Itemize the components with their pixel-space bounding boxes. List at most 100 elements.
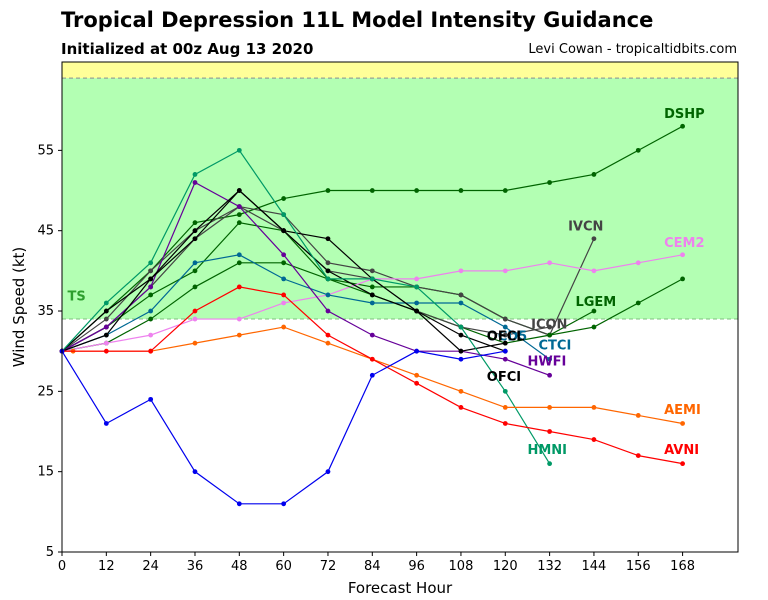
series-point-avni-12 [414,380,420,386]
series-point-cem2-3 [103,340,109,346]
band-0 [62,78,738,320]
series-point-cem2-3 [148,332,154,338]
band-1 [62,62,738,79]
model-label-ivcn: IVCN [568,220,603,235]
series-point-cem2-3 [635,260,641,266]
series-point-cem2-3 [281,300,287,306]
series-point-ocd5-9 [148,276,154,282]
series-point-unnamed-13 [458,356,464,362]
series-point-dshp-1 [236,212,242,218]
series-point-ctci-6 [458,300,464,306]
series-point-cem2-3 [458,268,464,274]
x-tick-label: 156 [626,559,651,574]
series-point-ofcl-8 [192,236,198,242]
series-point-hmni-10 [236,147,242,153]
series-point-ctci-6 [148,308,154,314]
series-point-avni-12 [236,284,242,290]
series-point-lgem-4 [547,332,553,338]
series-point-ofcl-8 [325,268,331,274]
model-label-aemi: AEMI [664,403,701,418]
model-label-ocd5: OCD5 [487,330,527,345]
series-point-ctci-6 [325,292,331,298]
y-tick-label: 35 [37,304,54,319]
x-tick-label: 96 [408,559,425,574]
x-tick-label: 48 [231,559,248,574]
x-tick-label: 36 [187,559,204,574]
series-point-ctci-6 [547,356,553,362]
series-point-dshp-0 [369,284,375,290]
series-point-dshp-1 [458,188,464,193]
series-point-icon-5 [502,332,508,338]
chart-title: Tropical Depression 11L Model Intensity … [61,8,654,32]
series-point-aemi-11 [281,324,287,330]
series-point-hmni-10 [103,300,109,306]
series-point-unnamed-13 [502,348,508,354]
x-tick-label: 144 [582,559,607,574]
series-point-ivcn-2 [369,268,375,274]
series-point-cem2-3 [236,316,242,322]
series-point-dshp-0 [192,284,198,290]
series-point-avni-12 [325,332,331,338]
x-tick-label: 168 [670,559,695,574]
series-point-hwfi-7 [281,252,287,258]
x-tick-label: 24 [142,559,159,574]
series-point-ctci-6 [502,324,508,330]
series-point-cem2-3 [502,268,508,274]
model-label-ofcl: OFCL [487,330,525,345]
series-line-ctci-6 [61,254,550,360]
model-label-avni: AVNI [664,443,699,458]
series-point-ivcn-2 [591,236,597,242]
series-point-hmni-10 [458,324,464,330]
series-point-avni-12 [281,292,287,298]
series-point-lgem-4 [148,292,154,298]
model-label-ofci: OFCI [487,370,521,385]
series-point-icon-5 [547,324,553,330]
series-point-hwfi-7 [236,204,242,209]
y-tick-label: 25 [37,384,54,399]
x-tick-label: 84 [364,559,381,574]
model-label-hwfi: HWFI [527,355,566,370]
y-tick-label: 45 [37,224,54,239]
series-point-unnamed-13 [192,469,198,475]
x-tick-label: 132 [537,559,562,574]
series-point-hmni-10 [281,212,287,218]
series-point-unnamed-13 [325,469,331,475]
series-point-dshp-1 [502,188,508,193]
series-point-ocd5-9 [281,228,287,234]
series-point-unnamed-13 [281,501,287,507]
chart-credit: Levi Cowan - tropicaltidbits.com [528,42,737,57]
series-point-ctci-6 [192,260,198,266]
x-tick-label: 120 [493,559,518,574]
series-point-hmni-10 [547,461,553,467]
background-bands [62,62,738,320]
series-point-ivcn-2 [325,260,331,266]
y-axis-label: Wind Speed (kt) [10,247,28,368]
series-point-avni-12 [148,348,154,354]
series-point-aemi-11 [236,332,242,338]
y-tick-label: 15 [37,465,54,480]
series-point-dshp-0 [635,300,641,306]
model-label-hmni: HMNI [527,443,567,458]
series-point-unnamed-13 [148,396,154,402]
series-point-aemi-11 [635,413,641,418]
plot-frame [61,61,739,553]
series-point-dshp-0 [591,324,597,330]
series-point-dshp-1 [547,180,553,185]
series-line-hmni-10 [61,149,551,464]
series-point-avni-12 [192,308,198,314]
series-point-hwfi-7 [502,356,508,362]
x-tick-label: 0 [58,559,66,574]
series-point-aemi-11 [458,388,464,394]
series-point-dshp-0 [281,260,287,266]
series-point-ocd5-9 [458,348,464,354]
series-point-avni-12 [369,356,375,362]
chart-subtitle: Initialized at 00z Aug 13 2020 [61,40,314,58]
series-point-dshp-1 [680,123,685,129]
series-point-dshp-0 [236,260,242,266]
series-point-aemi-11 [547,405,553,410]
x-tick-label: 60 [275,559,292,574]
series-point-hwfi-7 [148,284,154,290]
series-point-ofcl-8 [458,332,464,338]
series-point-lgem-4 [591,308,597,314]
